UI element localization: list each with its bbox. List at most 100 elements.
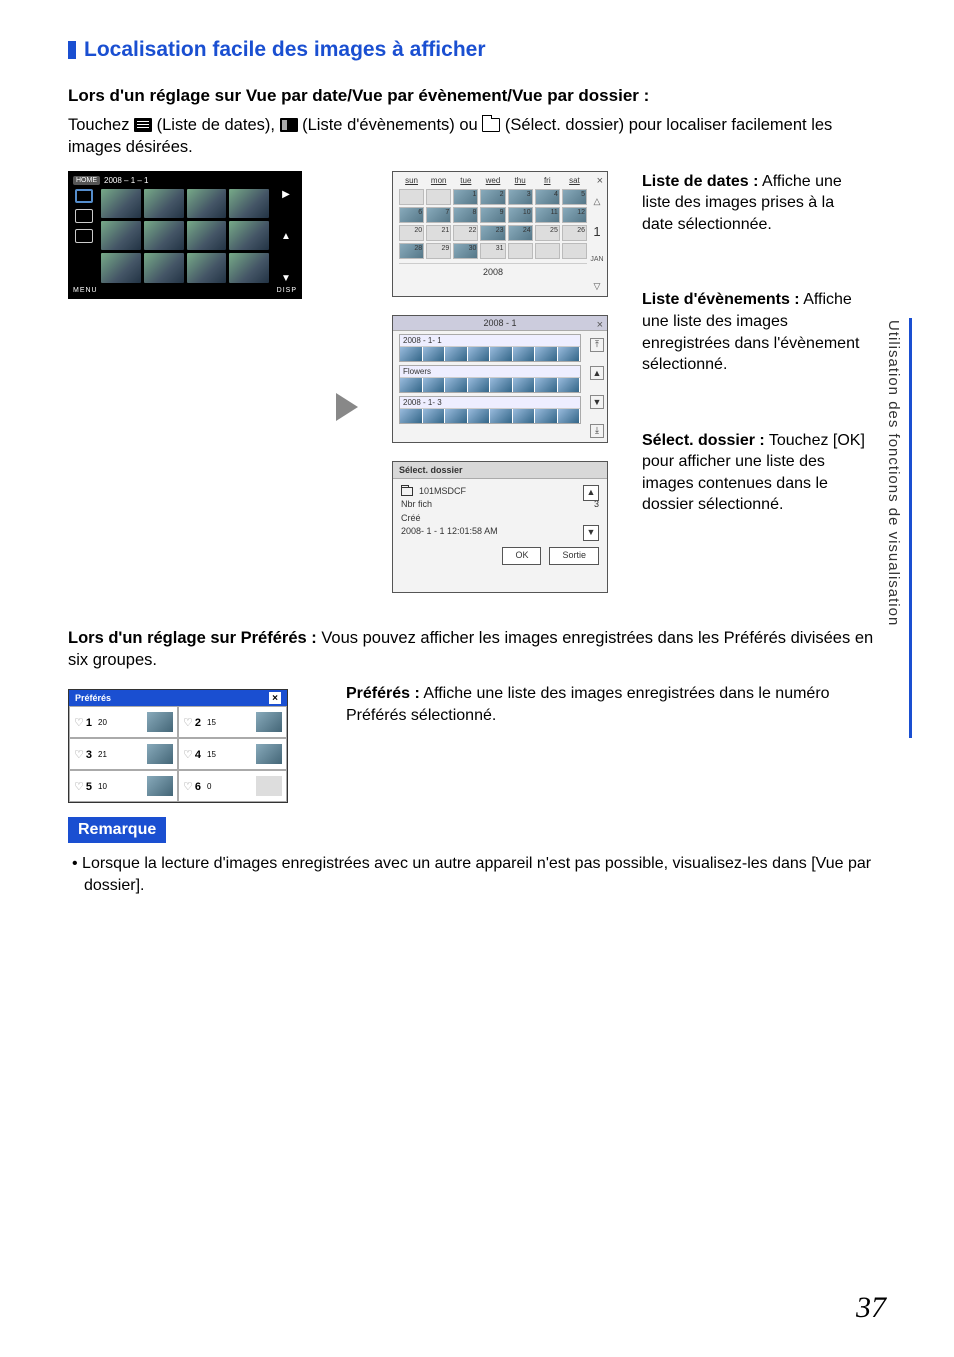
event-row[interactable]: Flowers — [399, 365, 581, 393]
camera-thumbnails — [99, 187, 271, 285]
remark-list: Lorsque la lecture d'images enregistrées… — [68, 853, 886, 898]
cal-cell[interactable]: 25 — [535, 225, 560, 241]
cal-cell[interactable]: 23 — [480, 225, 505, 241]
cal-cell[interactable]: 4 — [535, 189, 560, 205]
cal-up-icon[interactable]: △ — [594, 196, 601, 207]
heart-icon: ♡3 — [74, 748, 92, 761]
cal-cell[interactable]: 6 — [399, 207, 424, 223]
cal-cell[interactable]: 7 — [426, 207, 451, 223]
thumb[interactable] — [187, 253, 227, 282]
folder-up-icon[interactable]: ▲ — [583, 485, 599, 501]
pref-thumb — [147, 712, 173, 732]
cal-cell[interactable]: 9 — [480, 207, 505, 223]
evt-up-icon[interactable]: ▲ — [590, 366, 604, 380]
pref-count: 21 — [98, 750, 107, 759]
folder-ok-button[interactable]: OK — [502, 547, 541, 565]
cal-cell[interactable] — [562, 243, 587, 259]
cal-cell[interactable]: 10 — [508, 207, 533, 223]
cal-cell[interactable]: 21 — [426, 225, 451, 241]
cal-cell[interactable]: 5 — [562, 189, 587, 205]
thumb[interactable] — [101, 253, 141, 282]
pref-cell[interactable]: ♡3 21 — [69, 738, 178, 770]
pref-cell[interactable]: ♡1 20 — [69, 706, 178, 738]
cal-day: wed — [480, 176, 505, 185]
thumb[interactable] — [229, 221, 269, 250]
pref-cell[interactable]: ♡6 0 — [178, 770, 287, 802]
cal-cell[interactable] — [508, 243, 533, 259]
evt-top-icon[interactable]: ⤒ — [590, 338, 604, 352]
intro-part1: Touchez — [68, 116, 134, 134]
camera-screen: HOME 2008 – 1 – 1 ▶ ▲ ▼ — [68, 171, 302, 299]
cal-cell[interactable]: 3 — [508, 189, 533, 205]
preferes-panel: Préférés × ♡1 20 ♡2 15 — [68, 689, 288, 803]
camera-down-icon[interactable]: ▼ — [279, 273, 293, 283]
intro-part2: (Liste de dates), — [157, 116, 280, 134]
thumb[interactable] — [144, 189, 184, 218]
thumb[interactable] — [187, 189, 227, 218]
camera-left-icon-3[interactable] — [75, 229, 93, 243]
folder-exit-button[interactable]: Sortie — [549, 547, 599, 565]
cal-down-icon[interactable]: ▽ — [594, 281, 601, 292]
cal-cell[interactable]: 8 — [453, 207, 478, 223]
pref-cell[interactable]: ♡5 10 — [69, 770, 178, 802]
folder-small-icon — [401, 487, 413, 496]
cal-cell[interactable]: 30 — [453, 243, 478, 259]
event-row[interactable]: 2008 - 1- 3 — [399, 396, 581, 424]
intro-text: Touchez (Liste de dates), (Liste d'évène… — [68, 114, 886, 159]
cal-cell[interactable] — [399, 189, 424, 205]
preferes-title: Préférés — [75, 693, 111, 703]
pref-num: 4 — [195, 749, 201, 761]
calendar-grid: 1 2 3 4 5 6 7 8 9 10 11 12 20 21 22 23 2 — [393, 187, 607, 263]
cal-cell[interactable]: 22 — [453, 225, 478, 241]
camera-left-icon-2[interactable] — [75, 209, 93, 223]
cal-month-label: JAN — [590, 256, 603, 263]
camera-play-icon[interactable]: ▶ — [279, 189, 293, 199]
camera-menu-label[interactable]: MENU — [73, 287, 98, 294]
pref-cell[interactable]: ♡2 15 — [178, 706, 287, 738]
cal-cell[interactable]: 11 — [535, 207, 560, 223]
arrow-right-icon — [336, 393, 358, 421]
cal-day: mon — [426, 176, 451, 185]
thumb[interactable] — [187, 221, 227, 250]
thumb[interactable] — [144, 253, 184, 282]
events-title: 2008 - 1 — [393, 316, 607, 331]
preferes-desc: Préférés : Affiche une liste des images … — [346, 683, 886, 726]
cal-cell[interactable]: 24 — [508, 225, 533, 241]
close-icon[interactable]: × — [269, 692, 281, 704]
pref-cell[interactable]: ♡4 15 — [178, 738, 287, 770]
evt-down-icon[interactable]: ▼ — [590, 395, 604, 409]
cal-cell[interactable]: 26 — [562, 225, 587, 241]
cal-cell[interactable]: 31 — [480, 243, 505, 259]
camera-disp-label[interactable]: DISP — [277, 287, 297, 294]
thumb[interactable] — [229, 253, 269, 282]
folder-arrows: ▲ ▼ — [583, 485, 599, 541]
cal-cell[interactable] — [535, 243, 560, 259]
camera-up-icon[interactable]: ▲ — [279, 231, 293, 241]
heart-icon: ♡4 — [183, 748, 201, 761]
thumb[interactable] — [101, 189, 141, 218]
folder-down-icon[interactable]: ▼ — [583, 525, 599, 541]
thumb[interactable] — [229, 189, 269, 218]
cal-cell[interactable]: 20 — [399, 225, 424, 241]
camera-left-icons — [73, 187, 95, 285]
thumb[interactable] — [101, 221, 141, 250]
cal-cell[interactable]: 28 — [399, 243, 424, 259]
calendar-side: △ 1 JAN ▽ — [589, 196, 605, 292]
close-icon[interactable]: × — [597, 175, 603, 187]
cal-cell[interactable]: 2 — [480, 189, 505, 205]
thumb[interactable] — [144, 221, 184, 250]
event-row[interactable]: 2008 - 1- 1 — [399, 334, 581, 362]
cal-cell[interactable] — [426, 189, 451, 205]
evt-bottom-icon[interactable]: ⤓ — [590, 424, 604, 438]
close-icon[interactable]: × — [597, 319, 603, 331]
folder-created-label: Créé — [401, 512, 599, 526]
calendar-panel: × sun mon tue wed thu fri sat 1 2 3 4 — [392, 171, 608, 297]
panels-row: HOME 2008 – 1 – 1 ▶ ▲ ▼ — [68, 171, 886, 593]
cal-cell[interactable]: 29 — [426, 243, 451, 259]
cal-cell[interactable]: 12 — [562, 207, 587, 223]
camera-left-icon-1[interactable] — [75, 189, 93, 203]
folder-created-value: 2008- 1 - 1 12:01:58 AM — [401, 525, 599, 539]
cal-cell[interactable]: 1 — [453, 189, 478, 205]
sidebar-section-label: Utilisation des fonctions de visualisati… — [885, 320, 902, 626]
pref-count: 15 — [207, 750, 216, 759]
